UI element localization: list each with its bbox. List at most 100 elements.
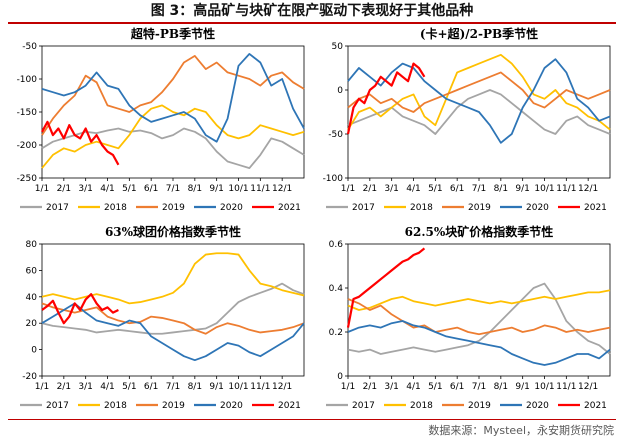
x-tick-label: 2/1 (363, 382, 377, 392)
x-tick-label: 3/1 (78, 184, 92, 194)
y-tick-label: -50 (328, 130, 343, 140)
legend-label-2018: 2018 (104, 203, 127, 213)
legend-label-2019: 2019 (162, 203, 185, 213)
x-tick-label: 4/1 (406, 382, 420, 392)
legend-label-2017: 2017 (46, 401, 69, 411)
x-tick-label: 7/1 (472, 382, 486, 392)
x-tick-label: 7/1 (472, 184, 486, 194)
x-tick-label: 1/1 (341, 382, 355, 392)
y-tick-label: 40 (26, 293, 38, 303)
x-tick-label: 12/1 (578, 382, 598, 392)
x-tick-label: 10/1 (228, 382, 248, 392)
y-tick-label: 0.6 (329, 240, 344, 250)
series-line-2019 (347, 298, 611, 336)
series-line-2018 (41, 252, 305, 305)
x-tick-label: 4/1 (100, 382, 114, 392)
legend-label-2017: 2017 (352, 203, 375, 213)
chart-svg: 62.5%块矿价格指数季节性 0.6 0.4 0.2 01/1 2/1 3/1 4/1 5/1 6… (326, 224, 611, 411)
x-tick-label: 12/1 (272, 382, 292, 392)
series-line-2017 (41, 282, 305, 335)
chart-title: 62.5%块矿价格指数季节性 (405, 224, 554, 239)
x-tick-label: 12/1 (578, 184, 598, 194)
chart-title: 超特-PB季节性 (130, 26, 215, 41)
legend-label-2018: 2018 (410, 401, 433, 411)
series-line-2017 (347, 282, 611, 355)
y-tick-label: 0 (337, 372, 343, 382)
series-line-2021 (41, 293, 119, 325)
y-tick-label: -150 (17, 108, 38, 118)
series-line-2018 (41, 104, 305, 169)
x-tick-label: 7/1 (166, 382, 180, 392)
x-tick-label: 5/1 (122, 184, 136, 194)
chart-svg: 63%球团价格指数季节性 80 60 40 20 0 -201/1 2/1 3/1 4/1 5/1 6… (20, 224, 305, 411)
series-line-2018 (347, 53, 611, 131)
x-tick-label: 2/1 (57, 184, 71, 194)
legend-label-2020: 2020 (220, 203, 243, 213)
legend-label-2019: 2019 (468, 203, 491, 213)
legend-label-2018: 2018 (410, 203, 433, 213)
x-tick-label: 3/1 (384, 382, 398, 392)
series-line-2020 (347, 320, 611, 366)
legend-label-2017: 2017 (352, 401, 375, 411)
x-tick-label: 12/1 (272, 184, 292, 194)
x-tick-label: 1/1 (35, 184, 49, 194)
x-tick-label: 5/1 (122, 382, 136, 392)
legend-label-2021: 2021 (278, 401, 301, 411)
x-tick-label: 4/1 (406, 184, 420, 194)
x-tick-label: 3/1 (384, 184, 398, 194)
legend-label-2021: 2021 (278, 203, 301, 213)
x-tick-label: 9/1 (515, 382, 529, 392)
x-tick-label: 11/1 (556, 382, 576, 392)
legend-label-2020: 2020 (526, 203, 549, 213)
x-tick-label: 8/1 (188, 184, 202, 194)
y-tick-label: 80 (26, 240, 38, 250)
legend-label-2019: 2019 (468, 401, 491, 411)
chart-panel-2: (卡+超)/2-PB季节性 50 0 -50 -100 1/1 2/1 3/1 4/1 5/1 6/… (314, 24, 616, 220)
x-tick-label: 9/1 (209, 184, 223, 194)
x-tick-label: 10/1 (534, 184, 554, 194)
series-line-2019 (41, 54, 305, 136)
y-tick-label: 0 (337, 86, 343, 96)
x-tick-label: 6/1 (144, 382, 158, 392)
chart-title: 63%球团价格指数季节性 (105, 224, 241, 239)
x-tick-label: 6/1 (450, 184, 464, 194)
x-tick-label: 11/1 (250, 184, 270, 194)
x-tick-label: 10/1 (534, 382, 554, 392)
chart-panel-3: 63%球团价格指数季节性 80 60 40 20 0 -20 1/1 2/1 3/1 4/1 5/1 6… (8, 222, 310, 418)
x-tick-label: 8/1 (494, 184, 508, 194)
x-tick-label: 9/1 (515, 184, 529, 194)
legend-label-2019: 2019 (162, 401, 185, 411)
x-tick-label: 7/1 (166, 184, 180, 194)
y-tick-label: -100 (17, 75, 38, 85)
chart-panel-4: 62.5%块矿价格指数季节性 0.6 0.4 0.2 0 1/1 2/1 3/1 4/1 5/1 6… (314, 222, 616, 418)
series-line-2020 (41, 53, 305, 143)
series-line-2018 (347, 289, 611, 311)
x-tick-label: 6/1 (144, 184, 158, 194)
bottom-rule (8, 419, 616, 420)
x-tick-label: 2/1 (363, 184, 377, 194)
x-tick-label: 11/1 (556, 184, 576, 194)
series-line-2021 (41, 120, 120, 166)
x-tick-label: 3/1 (78, 382, 92, 392)
legend-label-2017: 2017 (46, 203, 69, 213)
x-tick-label: 6/1 (450, 382, 464, 392)
chart-panel-1: 超特-PB季节性 -50 -100 -150 -200 -250 1/1 2/1 3/1 4/1 5… (8, 24, 310, 220)
series-line-2017 (41, 127, 305, 170)
y-tick-label: -250 (17, 174, 38, 184)
y-tick-label: -200 (17, 141, 38, 151)
y-tick-label: -50 (22, 42, 37, 52)
x-tick-label: 11/1 (250, 382, 270, 392)
top-rule (8, 22, 616, 24)
y-tick-label: 0.4 (329, 284, 344, 294)
x-tick-label: 1/1 (35, 382, 49, 392)
x-tick-label: 5/1 (428, 382, 442, 392)
y-tick-label: 0.2 (329, 328, 343, 338)
y-tick-label: 20 (26, 319, 38, 329)
legend-label-2021: 2021 (584, 203, 607, 213)
x-tick-label: 1/1 (341, 184, 355, 194)
figure-title: 图 3：高品矿与块矿在限产驱动下表现好于其他品种 (150, 3, 474, 19)
legend-label-2020: 2020 (220, 401, 243, 411)
series-line-2021 (346, 62, 426, 135)
